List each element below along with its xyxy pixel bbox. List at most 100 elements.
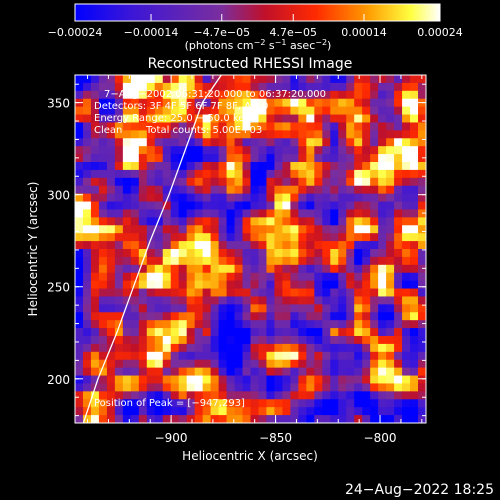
heatmap-cell — [378, 169, 387, 179]
heatmap-cell — [330, 98, 339, 108]
heatmap-cell — [354, 272, 363, 282]
heatmap-cell — [370, 375, 379, 385]
heatmap-cell — [170, 130, 180, 139]
heatmap-cell — [98, 359, 108, 369]
heatmap-cell — [226, 98, 236, 108]
heatmap-cell — [114, 114, 124, 124]
heatmap-cell — [162, 312, 172, 321]
heatmap-cell — [362, 399, 371, 408]
heatmap-cell — [202, 351, 212, 361]
heatmap-cell — [386, 185, 395, 195]
heatmap-cell — [298, 312, 307, 321]
heatmap-cell — [274, 225, 284, 234]
heatmap-cell — [298, 146, 307, 155]
heatmap-cell — [82, 328, 92, 337]
heatmap-cell — [258, 280, 268, 290]
heatmap-cell — [298, 169, 307, 179]
y-tick-label: 350 — [47, 97, 70, 111]
heatmap-cell — [250, 106, 260, 116]
heatmap-cell — [338, 217, 347, 226]
heatmap-cell — [290, 288, 299, 298]
heatmap-cell — [386, 241, 395, 250]
heatmap-cell — [402, 249, 411, 258]
heatmap-cell — [258, 367, 268, 377]
heatmap-cell — [210, 138, 220, 147]
heatmap-cell — [130, 359, 140, 369]
heatmap-cell — [410, 162, 419, 171]
heatmap-cell — [314, 241, 323, 250]
heatmap-cell — [242, 82, 252, 92]
heatmap-cell — [130, 336, 140, 345]
heatmap-cell — [266, 122, 276, 131]
heatmap-cell — [306, 328, 315, 337]
heatmap-cell — [410, 114, 419, 124]
heatmap-cell — [138, 375, 148, 385]
heatmap-cell — [386, 75, 395, 84]
heatmap-cell — [290, 256, 299, 266]
heatmap-cell — [306, 320, 315, 329]
heatmap-cell — [130, 375, 140, 385]
heatmap-cell — [322, 264, 331, 274]
heatmap-cell — [298, 383, 307, 392]
heatmap-cell — [394, 288, 403, 298]
heatmap-cell — [354, 225, 363, 234]
heatmap-cell — [314, 391, 323, 400]
heatmap-cell — [90, 391, 100, 400]
heatmap-cell — [106, 138, 116, 147]
heatmap-cell — [258, 154, 268, 163]
heatmap-cell — [194, 233, 204, 242]
heatmap-cell — [282, 359, 291, 369]
heatmap-cell — [266, 312, 276, 321]
heatmap-cell — [98, 407, 108, 416]
heatmap-cell — [106, 280, 116, 290]
heatmap-cell — [394, 359, 403, 369]
heatmap-cell — [394, 122, 403, 131]
heatmap-cell — [298, 98, 307, 108]
heatmap-cell — [314, 407, 323, 416]
colorbar-tick-label: −0.00014 — [124, 26, 179, 39]
heatmap-cell — [106, 98, 116, 108]
heatmap-cell — [106, 169, 116, 179]
heatmap-cell — [378, 367, 387, 377]
heatmap-cell — [162, 154, 172, 163]
heatmap-cell — [234, 82, 244, 92]
heatmap-cell — [306, 169, 315, 179]
heatmap-cell — [338, 201, 347, 211]
heatmap-cell — [186, 233, 196, 242]
heatmap-cell — [346, 209, 355, 218]
heatmap-cell — [186, 177, 196, 187]
heatmap-cell — [154, 249, 164, 258]
heatmap-cell — [410, 130, 419, 139]
heatmap-cell — [330, 82, 339, 92]
heatmap-cell — [162, 75, 172, 84]
heatmap-cell — [330, 75, 339, 84]
heatmap-cell — [282, 185, 291, 195]
heatmap-cell — [122, 351, 132, 361]
heatmap-cell — [202, 146, 212, 155]
heatmap-cell — [290, 343, 299, 353]
heatmap-cell — [178, 122, 188, 131]
heatmap-cell — [242, 122, 252, 131]
heatmap-cell — [266, 201, 276, 211]
heatmap-cell — [82, 114, 92, 124]
heatmap-cell — [290, 391, 299, 400]
heatmap-cell — [82, 130, 92, 139]
heatmap-cell — [362, 304, 371, 313]
heatmap-cell — [290, 209, 299, 218]
heatmap-cell — [170, 138, 180, 147]
heatmap-cell — [186, 122, 196, 131]
heatmap-cell — [290, 122, 299, 131]
heatmap-cell — [234, 359, 244, 369]
total-counts-text: Total counts: 5.00E+03 — [145, 125, 262, 136]
heatmap-cell — [330, 296, 339, 305]
heatmap-cell — [122, 304, 132, 313]
heatmap-cell — [370, 288, 379, 298]
heatmap-cell — [282, 415, 291, 423]
heatmap-cell — [98, 154, 108, 163]
heatmap-cell — [274, 312, 284, 321]
heatmap-cell — [314, 217, 323, 226]
heatmap-cell — [202, 375, 212, 385]
heatmap-cell — [234, 146, 244, 155]
heatmap-cell — [378, 114, 387, 124]
heatmap-cell — [218, 383, 228, 392]
